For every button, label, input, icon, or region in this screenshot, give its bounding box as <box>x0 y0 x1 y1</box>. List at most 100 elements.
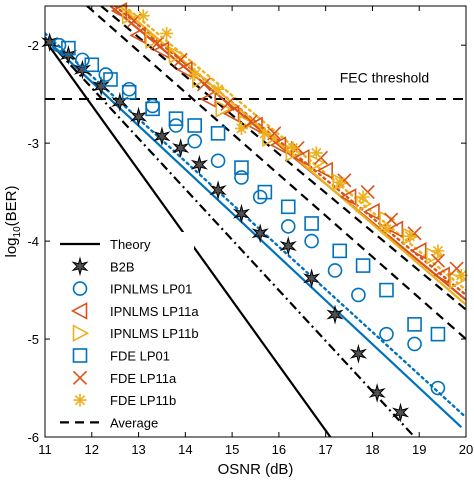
y-axis-label: log10(BER) <box>3 186 23 258</box>
point-fde-lp11b <box>136 9 150 23</box>
point-ipnlms-lp11b <box>192 70 209 89</box>
point-fde-lp11b <box>188 68 202 82</box>
data-markers <box>41 2 468 423</box>
line-average <box>86 6 466 340</box>
point-fde-lp11b <box>160 26 174 40</box>
x-tick-label: 20 <box>459 442 473 457</box>
point-fde-lp11a <box>243 114 258 129</box>
series-fde-lp11b <box>136 9 468 282</box>
legend-label-fde-lp11b: FDE LP11b <box>110 393 176 408</box>
point-b2b <box>326 304 344 325</box>
legend-label-ipnlms-lp11b: IPNLMS LP11b <box>110 326 199 341</box>
point-fde-lp01 <box>210 126 226 141</box>
point-fde-lp11b <box>333 175 347 189</box>
point-fde-lp11b <box>454 268 468 282</box>
point-b2b <box>391 402 410 423</box>
point-ipnlms-lp01 <box>379 326 394 342</box>
point-b2b <box>209 180 227 201</box>
point-ipnlms-lp01 <box>252 189 268 205</box>
point-fde-lp11b <box>258 126 272 140</box>
point-b2b <box>368 382 386 403</box>
point-ipnlms-lp11a <box>199 90 217 108</box>
point-ipnlms-lp11a <box>222 104 240 123</box>
x-tick-label: 15 <box>225 442 239 457</box>
point-fde-lp11b <box>211 82 225 96</box>
legend-marker-fde-lp11a <box>72 370 88 385</box>
point-fde-lp01 <box>61 40 76 56</box>
point-fde-lp11a <box>150 36 165 51</box>
y-axis-label-main: log <box>3 237 20 257</box>
point-fde-lp01 <box>332 243 348 259</box>
legend: Theory B2B IPNLMS LP01 IPNLMS LP11a IPNLMS L… <box>52 232 199 439</box>
point-b2b <box>172 138 190 158</box>
point-fde-lp11b <box>309 146 323 160</box>
point-ipnlms-lp01 <box>51 37 67 53</box>
point-fde-lp11a <box>196 77 212 92</box>
line-average-upper <box>100 6 466 311</box>
point-fde-lp01 <box>103 72 118 87</box>
point-ipnlms-lp01 <box>327 263 343 278</box>
x-tick-label: 12 <box>85 442 99 457</box>
x-tick-label: 19 <box>412 442 426 457</box>
x-tick-label: 14 <box>178 442 192 457</box>
series-ipnlms-lp01 <box>51 37 446 396</box>
point-fde-lp01 <box>407 317 422 332</box>
point-fde-lp01 <box>168 111 184 126</box>
x-tick-label: 17 <box>318 442 332 457</box>
point-ipnlms-lp11b <box>145 31 162 50</box>
legend-marker-ipnlms-lp11b <box>72 324 90 343</box>
point-ipnlms-lp11b <box>121 6 139 25</box>
legend-marker-b2b <box>71 256 89 277</box>
point-fde-lp01 <box>304 216 319 231</box>
point-fde-lp01 <box>379 282 394 298</box>
point-ipnlms-lp01 <box>280 219 296 234</box>
point-ipnlms-lp11a <box>410 242 427 260</box>
legend-marker-ipnlms-lp11a <box>70 302 88 320</box>
point-b2b <box>92 76 110 97</box>
x-tick-label: 16 <box>272 442 286 457</box>
legend-label-b2b: B2B <box>110 259 135 274</box>
y-axis-label-sub: 10 <box>12 226 23 238</box>
point-ipnlms-lp01 <box>407 336 422 352</box>
point-fde-lp01 <box>430 326 446 342</box>
point-ipnlms-lp01 <box>121 81 137 97</box>
plot-frame <box>44 5 467 438</box>
point-b2b <box>190 154 208 175</box>
point-ipnlms-lp11a <box>339 188 357 206</box>
point-fde-lp11b <box>356 190 370 204</box>
line-fde-lp01-fit <box>45 32 466 419</box>
point-ipnlms-lp11b <box>238 114 256 133</box>
point-fde-lp11b <box>431 244 445 258</box>
point-b2b <box>279 236 297 256</box>
point-b2b <box>41 32 59 53</box>
point-ipnlms-lp11a <box>316 161 333 180</box>
point-ipnlms-lp11b <box>425 246 443 265</box>
point-ipnlms-lp01 <box>210 153 226 169</box>
x-tick-label: 13 <box>131 442 145 457</box>
series-ipnlms-lp11a <box>110 2 450 285</box>
x-axis-label: OSNR (dB) <box>218 461 294 478</box>
legend-label-fde-lp11a: FDE LP11a <box>110 371 177 386</box>
point-b2b <box>153 126 171 147</box>
point-ipnlms-lp11a <box>246 116 263 135</box>
point-fde-lp11b <box>403 229 417 243</box>
legend-label-ipnlms-lp11a: IPNLMS LP11a <box>110 304 199 319</box>
point-ipnlms-lp01 <box>304 233 319 249</box>
y-tick-label: -5 <box>27 332 39 347</box>
fec-threshold-label: FEC threshold <box>340 69 429 85</box>
legend-label-ipnlms-lp01: IPNLMS LP01 <box>110 282 192 297</box>
point-fde-lp11a <box>173 52 188 67</box>
point-ipnlms-lp11b <box>215 100 232 118</box>
point-ipnlms-lp01 <box>234 170 249 185</box>
point-fde-lp11a <box>220 96 235 112</box>
point-ipnlms-lp11a <box>269 136 287 154</box>
legend-label-average: Average <box>110 415 158 430</box>
chart-text: FEC threshold OSNR (dB) log10(BER) <box>3 69 429 478</box>
point-fde-lp11b <box>234 121 248 135</box>
point-fde-lp01 <box>234 160 249 175</box>
point-b2b <box>349 343 368 364</box>
legend-marker-fde-lp11b <box>73 393 87 407</box>
point-fde-lp01 <box>121 84 137 100</box>
point-ipnlms-lp11a <box>433 266 450 285</box>
